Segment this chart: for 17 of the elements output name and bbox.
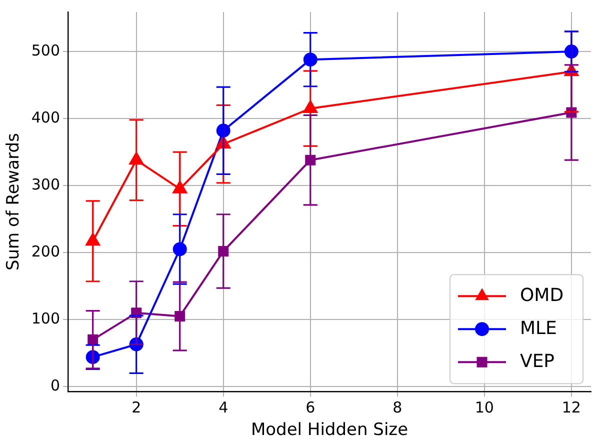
y-axis-title: Sum of Rewards <box>4 132 24 271</box>
y-tick-label: 400 <box>31 108 60 126</box>
x-tick-label: 4 <box>218 398 228 416</box>
x-tick-label: 8 <box>392 398 402 416</box>
y-tick-label: 0 <box>50 376 60 394</box>
y-tick-label: 500 <box>31 41 60 60</box>
x-axis-title: Model Hidden Size <box>250 420 408 440</box>
x-tick-label: 12 <box>562 398 581 416</box>
legend-label: OMD <box>520 284 564 306</box>
y-tick-label: 200 <box>31 242 60 260</box>
x-tick-label: 2 <box>132 398 142 416</box>
x-tick-label: 6 <box>306 398 316 416</box>
x-tick-label: 10 <box>474 398 494 416</box>
legend-label: VEP <box>520 350 555 372</box>
legend-label: MLE <box>520 318 557 339</box>
y-tick-label: 300 <box>31 175 60 194</box>
y-tick-label: 100 <box>31 309 60 328</box>
